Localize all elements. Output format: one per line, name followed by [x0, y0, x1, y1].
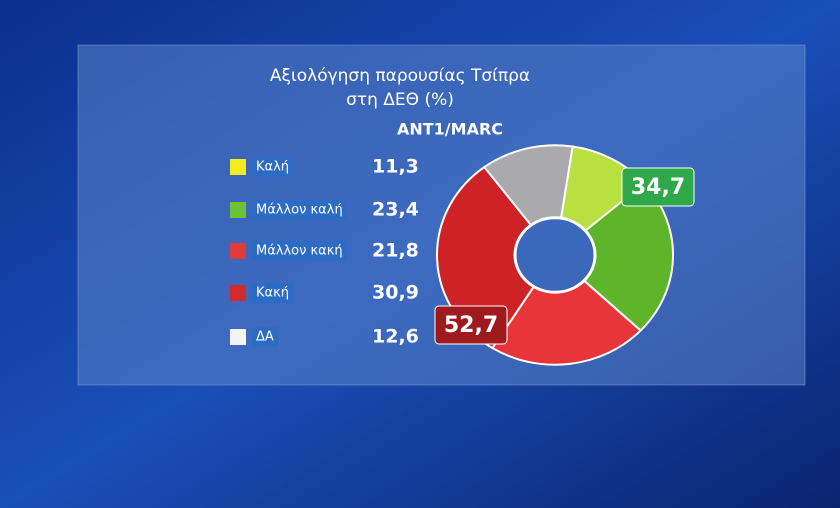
- value-label: 12,6: [372, 326, 419, 348]
- legend-label: Καλή: [256, 160, 289, 175]
- legend-swatch: [230, 159, 246, 175]
- value-label: 11,3: [372, 156, 419, 178]
- legend-swatch: [230, 329, 246, 345]
- legend-label-box: [252, 157, 294, 177]
- legend-label-box: [252, 327, 278, 347]
- legend-label: ΔΑ: [256, 330, 274, 345]
- legend-label: Μάλλον κακή: [256, 244, 343, 259]
- legend-label: Κακή: [256, 286, 289, 301]
- annotation-label: 34,7: [631, 175, 685, 200]
- legend-label: Μάλλον καλή: [256, 203, 343, 218]
- annotation-badge: [434, 305, 508, 345]
- legend-label-box: [252, 241, 347, 261]
- annotation-badge: [621, 167, 695, 207]
- legend-label-box: [252, 283, 293, 303]
- source: ANT1/MARC: [397, 120, 503, 139]
- chart-subtitle: στη ΔΕΘ (%): [346, 90, 454, 110]
- legend-label-box: [252, 200, 347, 220]
- value-label: 30,9: [372, 282, 419, 304]
- chart-title: Αξιολόγηση παρουσίας Τσίπρα: [270, 66, 530, 86]
- annotation-label: 52,7: [444, 313, 498, 338]
- legend-swatch: [230, 202, 246, 218]
- legend-swatch: [230, 243, 246, 259]
- legend-swatch: [230, 285, 246, 301]
- value-label: 23,4: [372, 199, 419, 221]
- donut-hole-ring: [513, 216, 597, 294]
- value-label: 21,8: [372, 240, 419, 262]
